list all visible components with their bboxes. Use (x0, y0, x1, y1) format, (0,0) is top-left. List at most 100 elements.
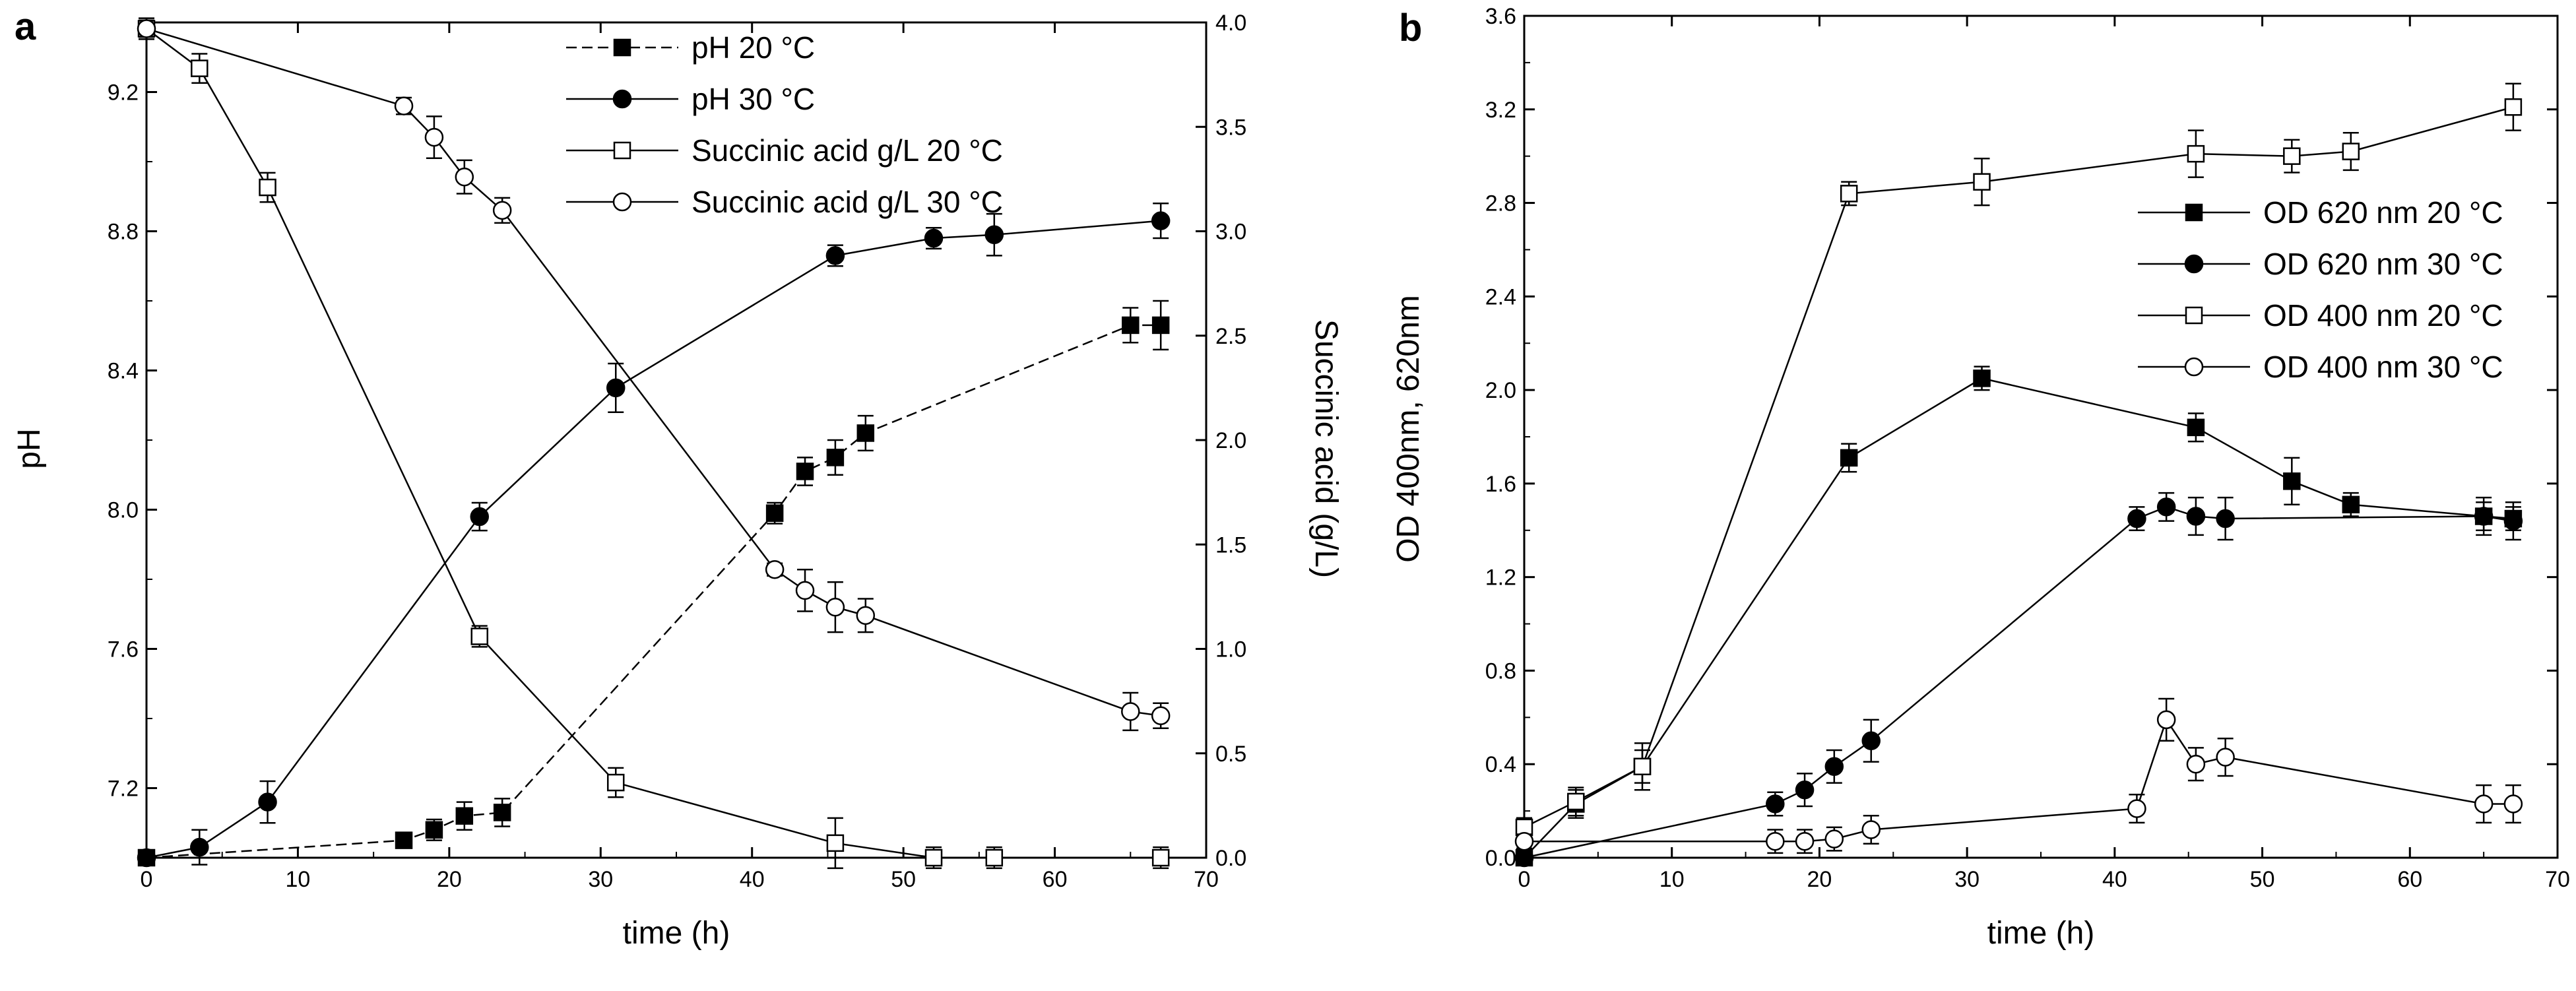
y-tick-label: 7.6 (108, 637, 139, 662)
legend-entry: pH 30 °C (692, 82, 815, 116)
data-point (493, 804, 511, 821)
x-tick-label: 50 (2250, 867, 2275, 892)
legend-marker (612, 192, 632, 212)
data-point (1766, 794, 1785, 814)
data-point (2283, 147, 2301, 165)
legend-entry: OD 400 nm 30 °C (2263, 350, 2503, 384)
data-point (924, 228, 944, 248)
data-point (2504, 98, 2523, 116)
y-tick-label: 8.0 (108, 498, 139, 523)
data-point (856, 424, 875, 442)
y-tick-label: 1.2 (1485, 565, 1516, 591)
data-point (765, 504, 784, 523)
x-tick-label: 40 (740, 867, 765, 892)
data-point (1514, 848, 1534, 868)
series-line (146, 324, 1161, 859)
series-1 (1515, 366, 2523, 867)
data-point (2342, 496, 2360, 514)
data-point (2216, 509, 2235, 528)
panel-a-chart: 0 10 20 30 40 50 60 70 7.2 7.6 8.0 8.4 8.8 9.2 0.0 0.5 1… (12, 11, 1343, 951)
x-tick-label: 30 (588, 867, 613, 892)
x-tick-label: 0 (141, 867, 153, 892)
data-point (924, 848, 943, 867)
y-tick-label: 2.4 (1485, 284, 1516, 309)
y-axis-label: pH (12, 428, 47, 468)
data-point (1824, 829, 1844, 848)
legend-marker (2184, 254, 2204, 274)
legend-marker (613, 141, 631, 160)
x-axis-label: time (h) (1987, 916, 2095, 951)
y-tick-label: 0.8 (1485, 658, 1516, 684)
legend-entry: OD 400 nm 20 °C (2263, 298, 2503, 333)
data-point (2187, 144, 2205, 163)
data-point (2156, 497, 2176, 517)
data-point (826, 834, 845, 852)
y-tick-label: 1.6 (1485, 472, 1516, 497)
legend-entry: Succinic acid g/L 20 °C (692, 133, 1003, 168)
y2-tick-label: 3.5 (1215, 115, 1246, 140)
data-point (470, 507, 489, 527)
panel-b-label: b (1399, 7, 1422, 49)
data-point (765, 559, 785, 579)
data-point (470, 627, 488, 645)
plot-frame (1523, 15, 2559, 859)
data-point (2342, 143, 2360, 160)
series-2 (137, 203, 1171, 868)
data-point (1766, 831, 1785, 851)
panel-a-label: a (15, 5, 36, 48)
y-tick-label: 0.4 (1485, 752, 1516, 777)
data-point (796, 463, 814, 480)
data-point (984, 225, 1004, 245)
legend-marker (613, 38, 631, 57)
series-1 (137, 300, 1170, 867)
data-point (455, 167, 474, 187)
data-point (1151, 316, 1170, 335)
legend-marker (2185, 306, 2203, 325)
data-point (1514, 831, 1534, 851)
y2-tick-label: 4.0 (1215, 11, 1246, 36)
y-tick-label: 7.2 (108, 777, 139, 802)
series-line (146, 220, 1161, 859)
data-point (1633, 757, 1652, 776)
legend-entry: pH 20 °C (692, 30, 815, 65)
legend-entry: OD 620 nm 20 °C (2263, 195, 2503, 230)
data-point (1861, 820, 1881, 839)
data-point (795, 581, 815, 600)
legend-marker (612, 89, 632, 109)
series-3 (137, 17, 1170, 870)
series-line (1524, 377, 2513, 858)
data-point (2216, 748, 2235, 767)
data-point (2187, 418, 2205, 437)
data-point (394, 96, 414, 115)
y2-tick-label: 0.5 (1215, 742, 1246, 767)
data-point (1824, 757, 1844, 777)
x-tick-label: 50 (891, 867, 916, 892)
data-point (2186, 507, 2206, 526)
data-point (1973, 173, 1991, 191)
data-point (2127, 509, 2146, 528)
x-tick-label: 20 (1807, 867, 1832, 892)
y-tick-label: 8.4 (108, 359, 139, 384)
y2-tick-label: 0.0 (1215, 846, 1246, 871)
data-point (826, 449, 845, 466)
y2-axis-label: Succinic acid (g/L) (1308, 319, 1343, 578)
data-point (2127, 799, 2146, 818)
series-line (1524, 718, 2513, 843)
data-point (2283, 472, 2301, 490)
data-point (1122, 316, 1140, 335)
x-tick-label: 30 (1954, 867, 1980, 892)
y-tick-label: 0.0 (1485, 846, 1516, 871)
data-point (1861, 731, 1881, 751)
legend: OD 620 nm 20 °C OD 620 nm 30 °C OD 400 nm … (2138, 195, 2503, 384)
x-axis-label: time (h) (623, 916, 730, 951)
legend-entry: OD 620 nm 30 °C (2263, 247, 2503, 281)
x-tick-label: 10 (1659, 867, 1685, 892)
x-tick-label: 70 (2545, 867, 2570, 892)
data-point (1840, 449, 1858, 467)
x-tick-label: 10 (286, 867, 311, 892)
data-point (259, 178, 276, 197)
series-2 (1514, 492, 2523, 868)
data-point (1121, 702, 1140, 721)
y2-tick-label: 2.5 (1215, 324, 1246, 349)
panel-b-chart: 0 10 20 30 40 50 60 70 0.0 0.4 0.8 1.2 1.6 2.0 2.4 2.8 3… (1391, 4, 2570, 951)
